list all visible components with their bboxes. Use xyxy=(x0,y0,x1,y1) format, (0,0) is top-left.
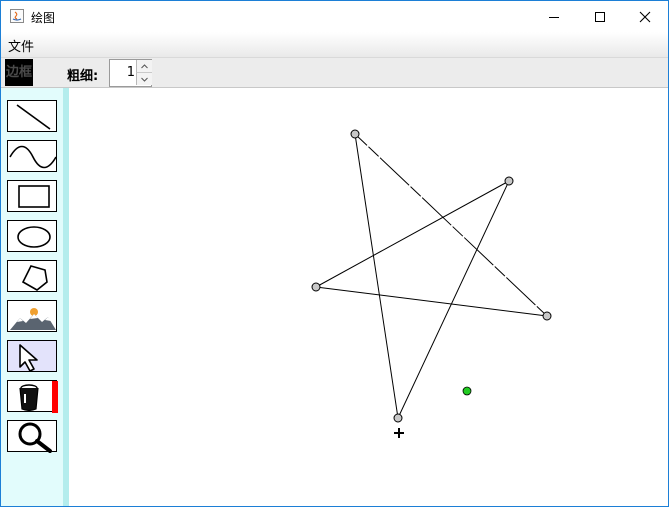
curve-icon xyxy=(9,145,57,169)
toolbar: 边框 粗细: 1 xyxy=(1,58,668,88)
title-bar[interactable]: 绘图 xyxy=(1,1,668,32)
close-icon xyxy=(639,11,651,22)
chevron-up-icon xyxy=(141,63,148,68)
landscape-icon xyxy=(10,308,56,330)
line-icon xyxy=(16,104,51,130)
control-point[interactable] xyxy=(350,129,360,139)
minimize-button[interactable] xyxy=(531,1,577,32)
polygon-tool[interactable] xyxy=(7,260,57,292)
ellipse-icon xyxy=(17,226,51,248)
highlight-point[interactable] xyxy=(462,386,472,396)
pentagon-icon xyxy=(21,265,48,291)
minimize-icon xyxy=(549,16,559,18)
fill-tool[interactable] xyxy=(7,380,58,413)
maximize-icon xyxy=(595,11,605,22)
line-tool[interactable] xyxy=(7,100,57,132)
thickness-spinner[interactable]: 1 xyxy=(109,59,152,87)
spinner-down-button[interactable] xyxy=(136,73,152,85)
curve-tool[interactable] xyxy=(7,140,57,172)
java-app-icon xyxy=(10,9,24,23)
canvas-drawing xyxy=(311,129,552,438)
cursor-arrow-icon xyxy=(19,344,38,372)
control-point[interactable] xyxy=(393,413,403,423)
maximize-button[interactable] xyxy=(577,1,623,32)
border-button[interactable]: 边框 xyxy=(5,59,33,86)
menu-bar: 文件 xyxy=(1,32,668,58)
paint-bucket-icon xyxy=(19,381,58,413)
spinner-up-button[interactable] xyxy=(136,60,152,73)
tool-panel xyxy=(1,88,69,506)
thickness-value[interactable]: 1 xyxy=(126,65,135,80)
drawing-canvas[interactable] xyxy=(69,88,668,506)
crosshair-cursor-icon xyxy=(394,428,404,438)
select-tool[interactable] xyxy=(7,340,57,372)
rectangle-tool[interactable] xyxy=(7,180,57,212)
magnifier-icon xyxy=(18,422,52,453)
ellipse-tool[interactable] xyxy=(7,220,57,252)
star-polyline[interactable] xyxy=(315,133,548,419)
image-tool[interactable] xyxy=(7,300,57,332)
control-point[interactable] xyxy=(542,311,552,321)
zoom-tool[interactable] xyxy=(7,420,57,453)
control-point[interactable] xyxy=(311,282,321,292)
thickness-label: 粗细: xyxy=(67,69,99,84)
chevron-down-icon xyxy=(141,77,148,82)
rectangle-icon xyxy=(18,185,50,208)
menu-file[interactable]: 文件 xyxy=(8,40,35,55)
control-point[interactable] xyxy=(504,176,514,186)
close-button[interactable] xyxy=(622,1,668,32)
window-title: 绘图 xyxy=(31,11,56,25)
tool-panel-divider[interactable] xyxy=(63,88,69,506)
